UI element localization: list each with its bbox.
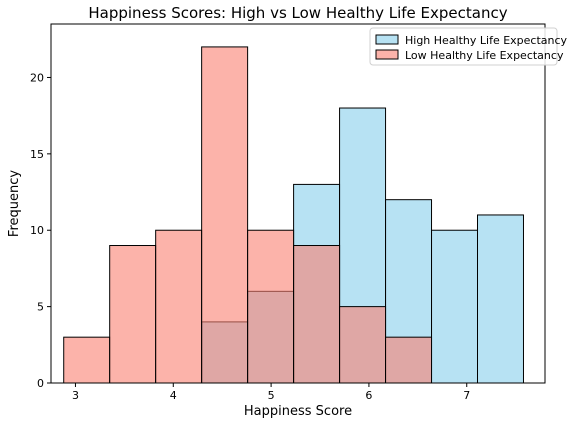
x-tick-label: 6 xyxy=(365,389,372,402)
y-tick-label: 10 xyxy=(30,224,44,237)
x-axis-ticks: 3 4 5 6 7 xyxy=(72,383,470,402)
bar-high-9 xyxy=(477,214,524,384)
y-tick-label: 5 xyxy=(37,301,44,314)
bar-low-6 xyxy=(339,306,387,384)
bar-low-4 xyxy=(247,229,295,384)
bar-low-2 xyxy=(155,229,203,384)
legend-box xyxy=(369,27,558,66)
bar-low-1 xyxy=(109,245,157,384)
bar-high-8 xyxy=(431,229,479,384)
y-tick-label: 0 xyxy=(37,377,44,390)
x-tick-label: 4 xyxy=(170,389,177,402)
x-axis-title: Happiness Score xyxy=(244,404,352,419)
legend-swatch-high xyxy=(375,34,399,45)
y-axis-title: Frequency xyxy=(7,170,22,237)
bar-low-7 xyxy=(385,336,433,384)
x-tick-label: 3 xyxy=(72,389,79,402)
legend: High Healthy Life Expectancy Low Healthy… xyxy=(369,27,568,66)
bar-low-3 xyxy=(201,46,249,384)
x-tick-label: 5 xyxy=(268,389,275,402)
bars-low-series xyxy=(63,46,433,384)
legend-label-low: Low Healthy Life Expectancy xyxy=(405,49,564,62)
chart-title: Happiness Scores: High vs Low Healthy Li… xyxy=(88,4,507,22)
bar-low-5 xyxy=(293,245,341,384)
legend-label-high: High Healthy Life Expectancy xyxy=(405,34,568,47)
y-tick-label: 15 xyxy=(30,148,44,161)
x-tick-label: 7 xyxy=(463,389,470,402)
plot-frame xyxy=(50,23,546,384)
y-tick-label: 20 xyxy=(30,71,44,84)
y-axis-ticks: 0 5 10 15 20 xyxy=(30,71,51,390)
legend-swatch-low xyxy=(375,49,399,60)
bar-low-0 xyxy=(63,336,111,384)
